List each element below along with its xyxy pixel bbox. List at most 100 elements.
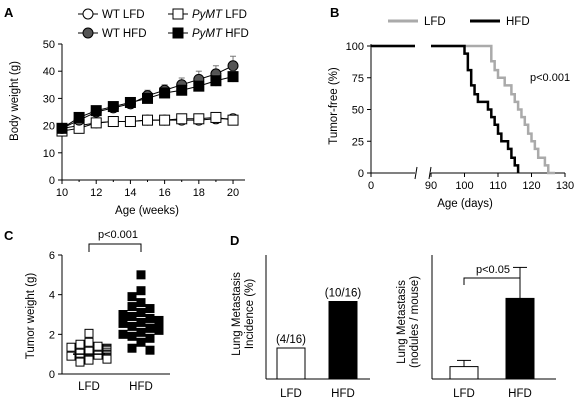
panel-c-category-label: HFD [129,381,153,393]
panel-a-point-pymt_lfd [176,113,188,125]
legend-label: PyMT HFD [192,28,249,40]
panel-c-point-hfd [127,292,137,302]
panel-label-a: A [4,5,14,20]
panel-b-x-tick-label: 100 [455,180,473,192]
panel-a-point-pymt_lfd [193,113,205,125]
panel-c-point-hfd [145,333,155,343]
panel-b-ylabel: Tumor-free (%) [328,67,340,145]
panel-c-point-hfd [154,325,164,335]
panel-c-point-hfd [136,308,146,318]
panel-c-point-hfd [127,343,137,353]
panel-a-point-wt_hfd [227,60,239,72]
panel-c-point-hfd [127,331,137,341]
panel-c-point-hfd [145,345,155,355]
panel-c-significance-bracket [88,243,142,252]
panel-c-category-label: LFD [78,381,100,393]
panel-d-left-bar-lfd [276,347,306,380]
panel-b-y-tick-label: 0 [358,168,364,180]
panel-d-left-category-label: HFD [331,388,355,400]
panel-a-y-tick-label: 0 [49,175,55,187]
panel-c-point-hfd [127,302,137,312]
panel-b-xlabel: Age (days) [437,198,493,210]
panel-c-point-lfd [75,357,85,367]
panel-c-point-lfd [84,328,94,338]
panel-b-x-tick-label: 130 [556,180,574,192]
panel-a-point-pymt_lfd [107,116,119,128]
panel-b-axis-break-mark [428,166,432,180]
panel-c-point-hfd [136,337,146,347]
panel-a-point-pymt_hfd [107,101,119,113]
panel-a-y-tick-label: 30 [43,93,55,105]
panel-d-left-data-label: (4/16) [276,334,306,346]
panel-label-d: D [230,233,239,248]
panel-c-ylabel: Tumor weight (g) [25,273,37,360]
panel-b-tumor-free-chart: 0 90 100 110 120 130 0 25 50 75 100 LFD HFD [346,16,575,192]
legend-marker-circle-icon [82,8,94,20]
panel-b-y-tick-label: 50 [352,105,364,117]
panel-b-y-tick-label: 25 [352,136,364,148]
panel-a-point-pymt_hfd [193,80,205,92]
panel-b-legend-label: LFD [424,16,446,28]
panel-a-x-tick-label: 18 [193,187,205,199]
panel-a-point-pymt_lfd [90,117,102,129]
panel-c-tumor-weight-chart: 0 2 4 6 LFD HFD [49,243,170,393]
panel-d-right-pvalue: p<0.05 [476,264,510,276]
panel-a-point-pymt_hfd [73,111,85,123]
panel-c-point-lfd [66,351,76,361]
panel-b-legend-label: HFD [506,16,530,28]
panel-c-point-lfd [66,342,76,352]
panel-c-point-lfd [93,341,103,351]
panel-a-point-pymt_lfd [124,116,136,128]
panel-a-point-pymt_hfd [176,84,188,96]
panel-c-point-hfd [145,313,155,323]
panel-a-point-pymt_lfd [227,114,239,126]
panel-c-point-hfd [127,321,137,331]
legend-label: WT HFD [102,28,147,40]
panel-a-ylabel: Body weight (g) [9,61,21,141]
panel-c-pvalue: p<0.001 [98,229,138,241]
legend-marker-square-icon [172,8,184,20]
panel-label-c: C [4,228,14,243]
panel-d-left-category-label: LFD [280,388,302,400]
panel-c-y-tick-label: 6 [49,250,55,262]
panel-c-point-hfd [136,298,146,308]
panel-a-point-pymt_hfd [124,96,136,108]
panel-d-right-bar-hfd [505,297,535,380]
panel-d-right-category-label: LFD [453,388,475,400]
panel-a-point-pymt_hfd [56,122,68,134]
panel-a-point-pymt_lfd [159,114,171,126]
panel-a-x-tick-label: 16 [158,187,170,199]
panel-d-right-ylabel: Lung Metastasis(nodules / mouse) [396,276,421,368]
panel-c-point-hfd [136,270,146,280]
panel-b-curve-lfd [431,44,555,175]
panel-a-y-tick-label: 50 [43,39,55,51]
panel-a-point-pymt_hfd [142,92,154,104]
panel-c-y-tick-label: 2 [49,329,55,341]
panel-c-point-hfd [136,327,146,337]
panel-d-nodules-chart: LFD HFD [431,255,556,400]
panel-a-x-tick-label: 12 [90,187,102,199]
panel-d-left-data-label: (10/16) [325,288,362,300]
panel-b-y-tick-label: 100 [346,41,364,53]
panel-d-right-bar-lfd [449,366,479,380]
panel-c-point-lfd [93,350,103,360]
panel-c-point-hfd [118,318,128,328]
panel-b-x-tick-label: 0 [368,180,374,192]
panel-b-y-tick-label: 75 [352,73,364,85]
panel-c-point-lfd [84,337,94,347]
panel-a-y-tick-label: 40 [43,66,55,78]
panel-c-y-tick-label: 4 [49,290,55,302]
legend-marker-circle-icon [82,27,94,39]
panel-c-point-hfd [145,304,155,314]
panel-c-point-lfd [84,346,94,356]
panel-c-point-hfd [118,310,128,319]
panel-d-right-category-label: HFD [508,388,532,400]
panel-a-point-pymt_hfd [159,87,171,99]
panel-a-point-pymt_lfd [210,111,222,123]
panel-b-pvalue: p<0.001 [530,72,570,84]
panel-a-x-tick-label: 14 [124,187,136,199]
panel-c-point-hfd [136,317,146,327]
panel-a-point-pymt_hfd [227,71,239,83]
panel-d-left-bar-hfd [328,301,358,380]
